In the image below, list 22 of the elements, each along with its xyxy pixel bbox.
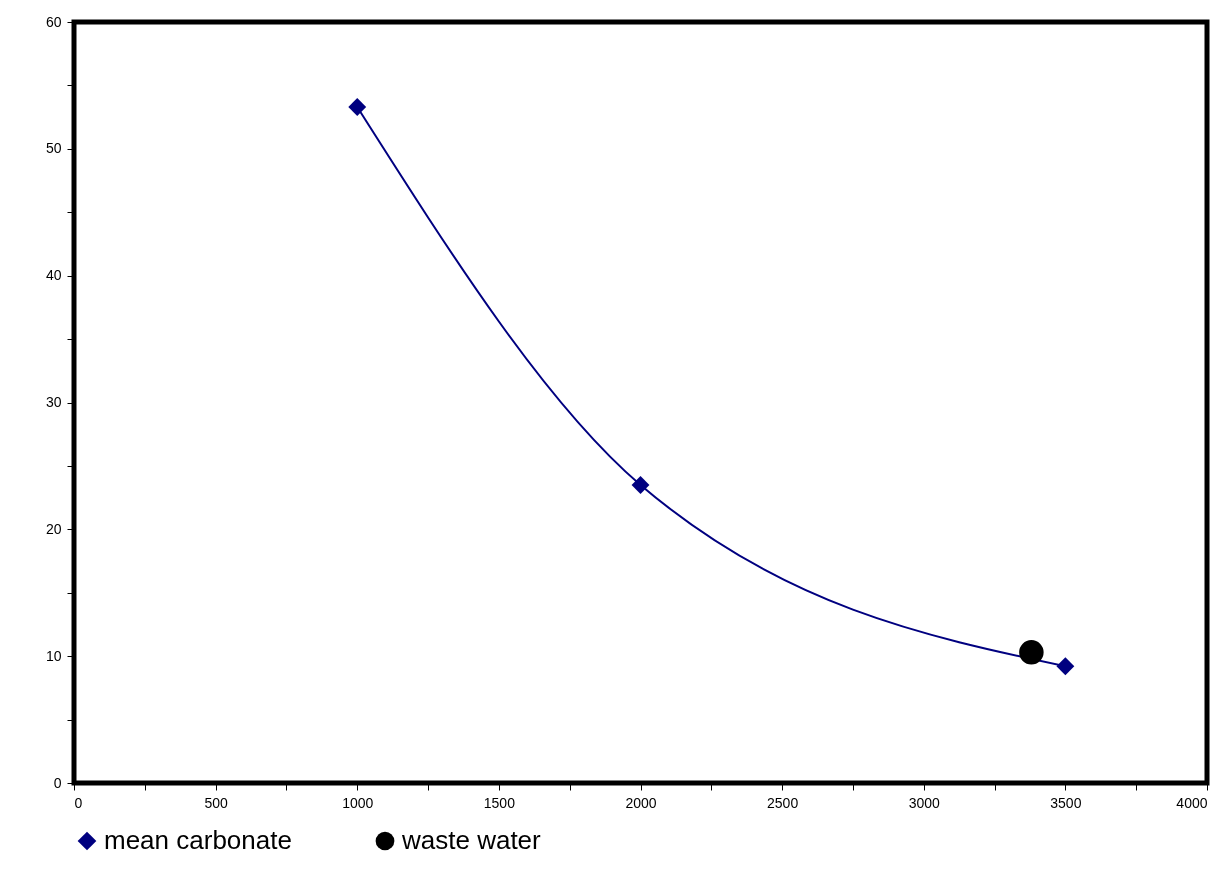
x-tick-label: 4000 [1176, 794, 1208, 811]
y-tick-label: 10 [45, 647, 62, 664]
y-tick-label: 40 [45, 267, 62, 284]
y-tick-label: 20 [45, 520, 62, 537]
x-tick-label: 3500 [1050, 794, 1082, 811]
x-tick-label: 2000 [625, 794, 657, 811]
point [631, 476, 650, 494]
legend-label: waste water [401, 825, 542, 855]
y-tick-label: 30 [45, 394, 62, 410]
point [1019, 640, 1044, 665]
x-tick-label: 1500 [483, 794, 516, 811]
point [1056, 657, 1075, 676]
y-tick-label: 60 [45, 13, 62, 30]
x-tick-label: 3000 [908, 794, 941, 811]
x-tick-label: 500 [204, 794, 229, 811]
x-tick-label: 1000 [342, 794, 374, 811]
legend-label: mean carbonate [104, 825, 292, 855]
x-tick-label: 0 [74, 794, 83, 811]
y-tick-label: 50 [45, 140, 62, 157]
x-tick-label: 2500 [767, 794, 799, 811]
y-tick-label: 0 [53, 774, 62, 791]
point [348, 98, 367, 116]
